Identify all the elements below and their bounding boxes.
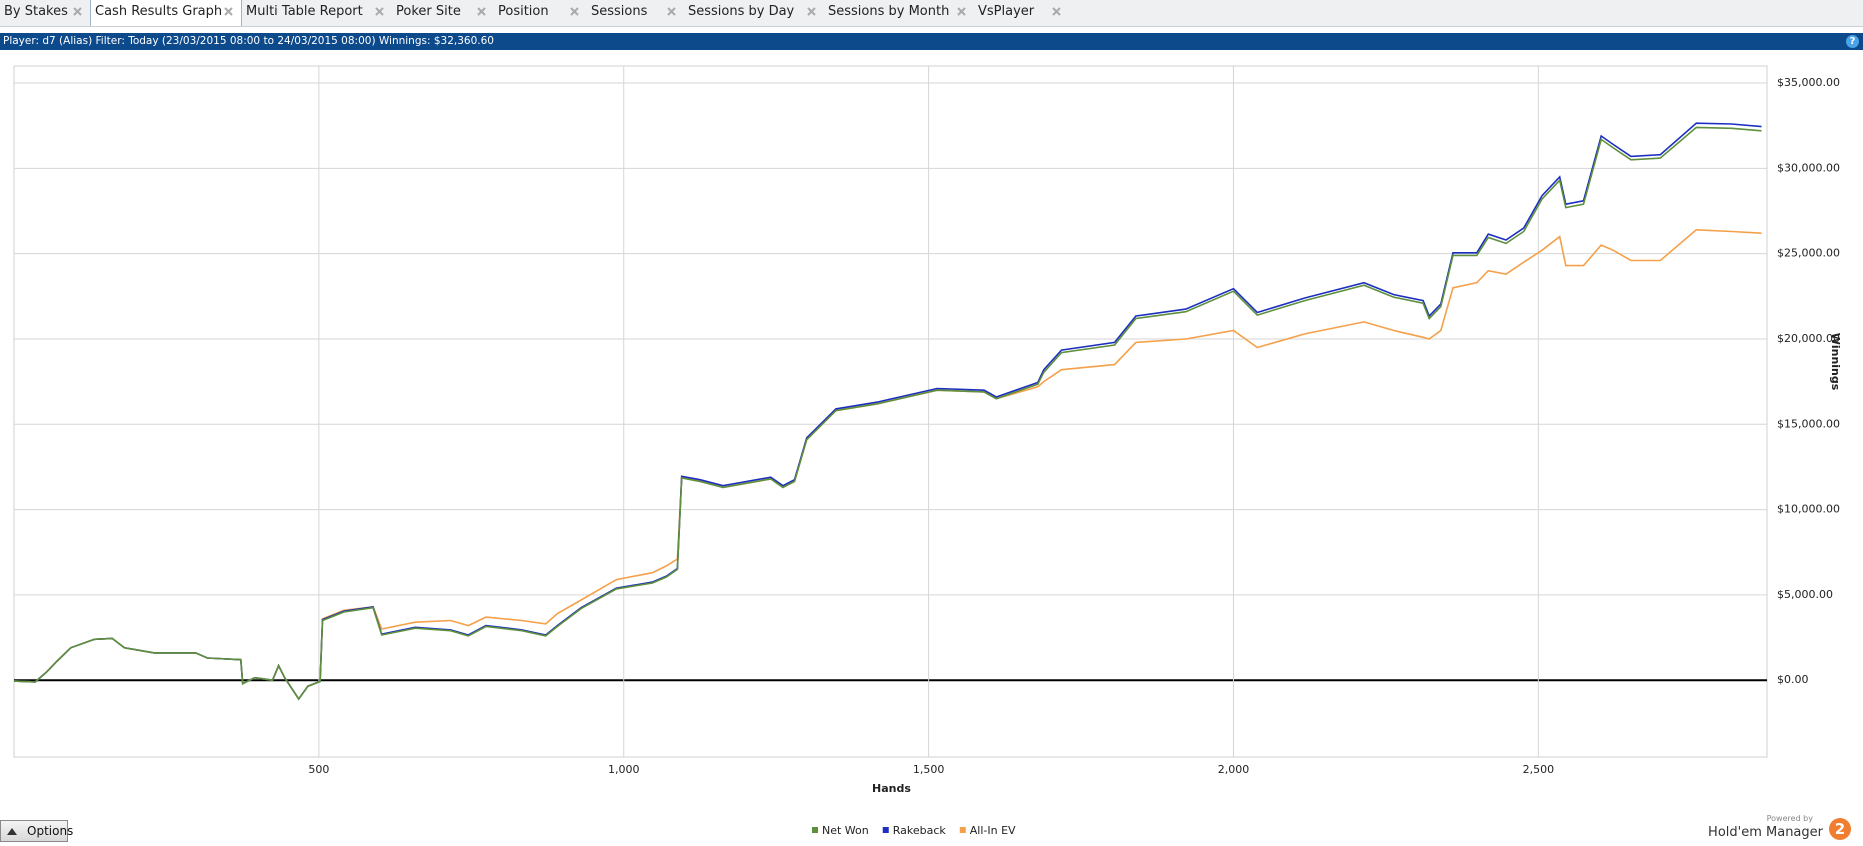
tab-label: VsPlayer <box>978 4 1035 19</box>
tab-close[interactable] <box>570 7 579 16</box>
x-tick-label: 1,500 <box>913 763 945 776</box>
x-tick-label: 2,000 <box>1218 763 1250 776</box>
tab[interactable]: Sessions by Month <box>824 0 974 26</box>
tab-close[interactable] <box>224 7 233 16</box>
tab-close[interactable] <box>807 7 816 16</box>
options-button[interactable]: Options <box>0 820 73 842</box>
filter-bar: Player: d7 (Alias) Filter: Today (23/03/… <box>0 33 1863 50</box>
x-tick-label: 1,000 <box>608 763 640 776</box>
y-tick-label: $0.00 <box>1777 673 1809 686</box>
x-axis-title: Hands <box>872 782 911 795</box>
tab[interactable]: Multi Table Report <box>242 0 392 26</box>
y-tick-label: $10,000.00 <box>1777 503 1840 516</box>
tab-label: By Stakes <box>4 4 68 19</box>
tab[interactable]: Poker Site <box>392 0 494 26</box>
help-button[interactable]: ? <box>1846 35 1859 48</box>
tab-label: Poker Site <box>396 4 461 19</box>
y-axis-title: Winnings <box>1829 333 1842 391</box>
legend-label: All-In EV <box>970 824 1016 837</box>
tab[interactable]: By Stakes <box>0 0 90 26</box>
tab-close[interactable] <box>1052 7 1061 16</box>
x-tick-label: 2,500 <box>1523 763 1555 776</box>
x-tick-label: 500 <box>308 763 329 776</box>
tab-label: Position <box>498 4 549 19</box>
options-label: Options <box>27 824 74 838</box>
tab-close[interactable] <box>957 7 966 16</box>
plot-area <box>13 65 1768 758</box>
y-tick-label: $5,000.00 <box>1777 588 1833 601</box>
series-line <box>13 126 1762 701</box>
legend-swatch <box>959 827 966 833</box>
powered-by: Powered by <box>1766 814 1813 823</box>
tab-close[interactable] <box>375 7 384 16</box>
y-tick-label: $25,000.00 <box>1777 247 1840 260</box>
y-tick-label: $15,000.00 <box>1777 417 1840 430</box>
brand-name: Hold'em Manager <box>1708 825 1823 840</box>
tab-label: Sessions <box>591 4 648 19</box>
tab-close[interactable] <box>73 7 82 16</box>
tab[interactable]: Cash Results Graph <box>90 0 242 26</box>
brand-logo: 2 <box>1829 818 1851 840</box>
tab-close[interactable] <box>667 7 676 16</box>
filter-text: Player: d7 (Alias) Filter: Today (23/03/… <box>3 35 494 47</box>
options-arrow <box>7 828 17 835</box>
tab-bar: By Stakes Cash Results Graph Multi Table R… <box>0 0 1863 27</box>
legend-swatch <box>882 827 889 833</box>
tab[interactable]: Position <box>494 0 587 26</box>
tab-label: Multi Table Report <box>246 4 363 19</box>
legend-label: Net Won <box>822 824 869 837</box>
legend: Net Won Rakeback All-In EV <box>812 824 1016 837</box>
brand: Powered by Hold'em Manager 2 <box>1693 812 1853 844</box>
y-tick-label: $35,000.00 <box>1777 76 1840 89</box>
tab[interactable]: VsPlayer <box>974 0 1069 26</box>
tab-close[interactable] <box>477 7 486 16</box>
tab-label: Sessions by Month <box>828 4 950 19</box>
tab-label: Sessions by Day <box>688 4 795 19</box>
chart: $0.00 $5,000.00 $10,000.00 $15,000.00 $20,00… <box>13 65 1842 837</box>
y-tick-label: $30,000.00 <box>1777 161 1840 174</box>
legend-label: Rakeback <box>893 824 947 837</box>
y-tick-label: $20,000.00 <box>1777 332 1840 345</box>
tab-label: Cash Results Graph <box>95 4 223 19</box>
tab[interactable]: Sessions <box>587 0 684 26</box>
legend-swatch <box>812 827 818 833</box>
tab[interactable]: Sessions by Day <box>684 0 824 26</box>
